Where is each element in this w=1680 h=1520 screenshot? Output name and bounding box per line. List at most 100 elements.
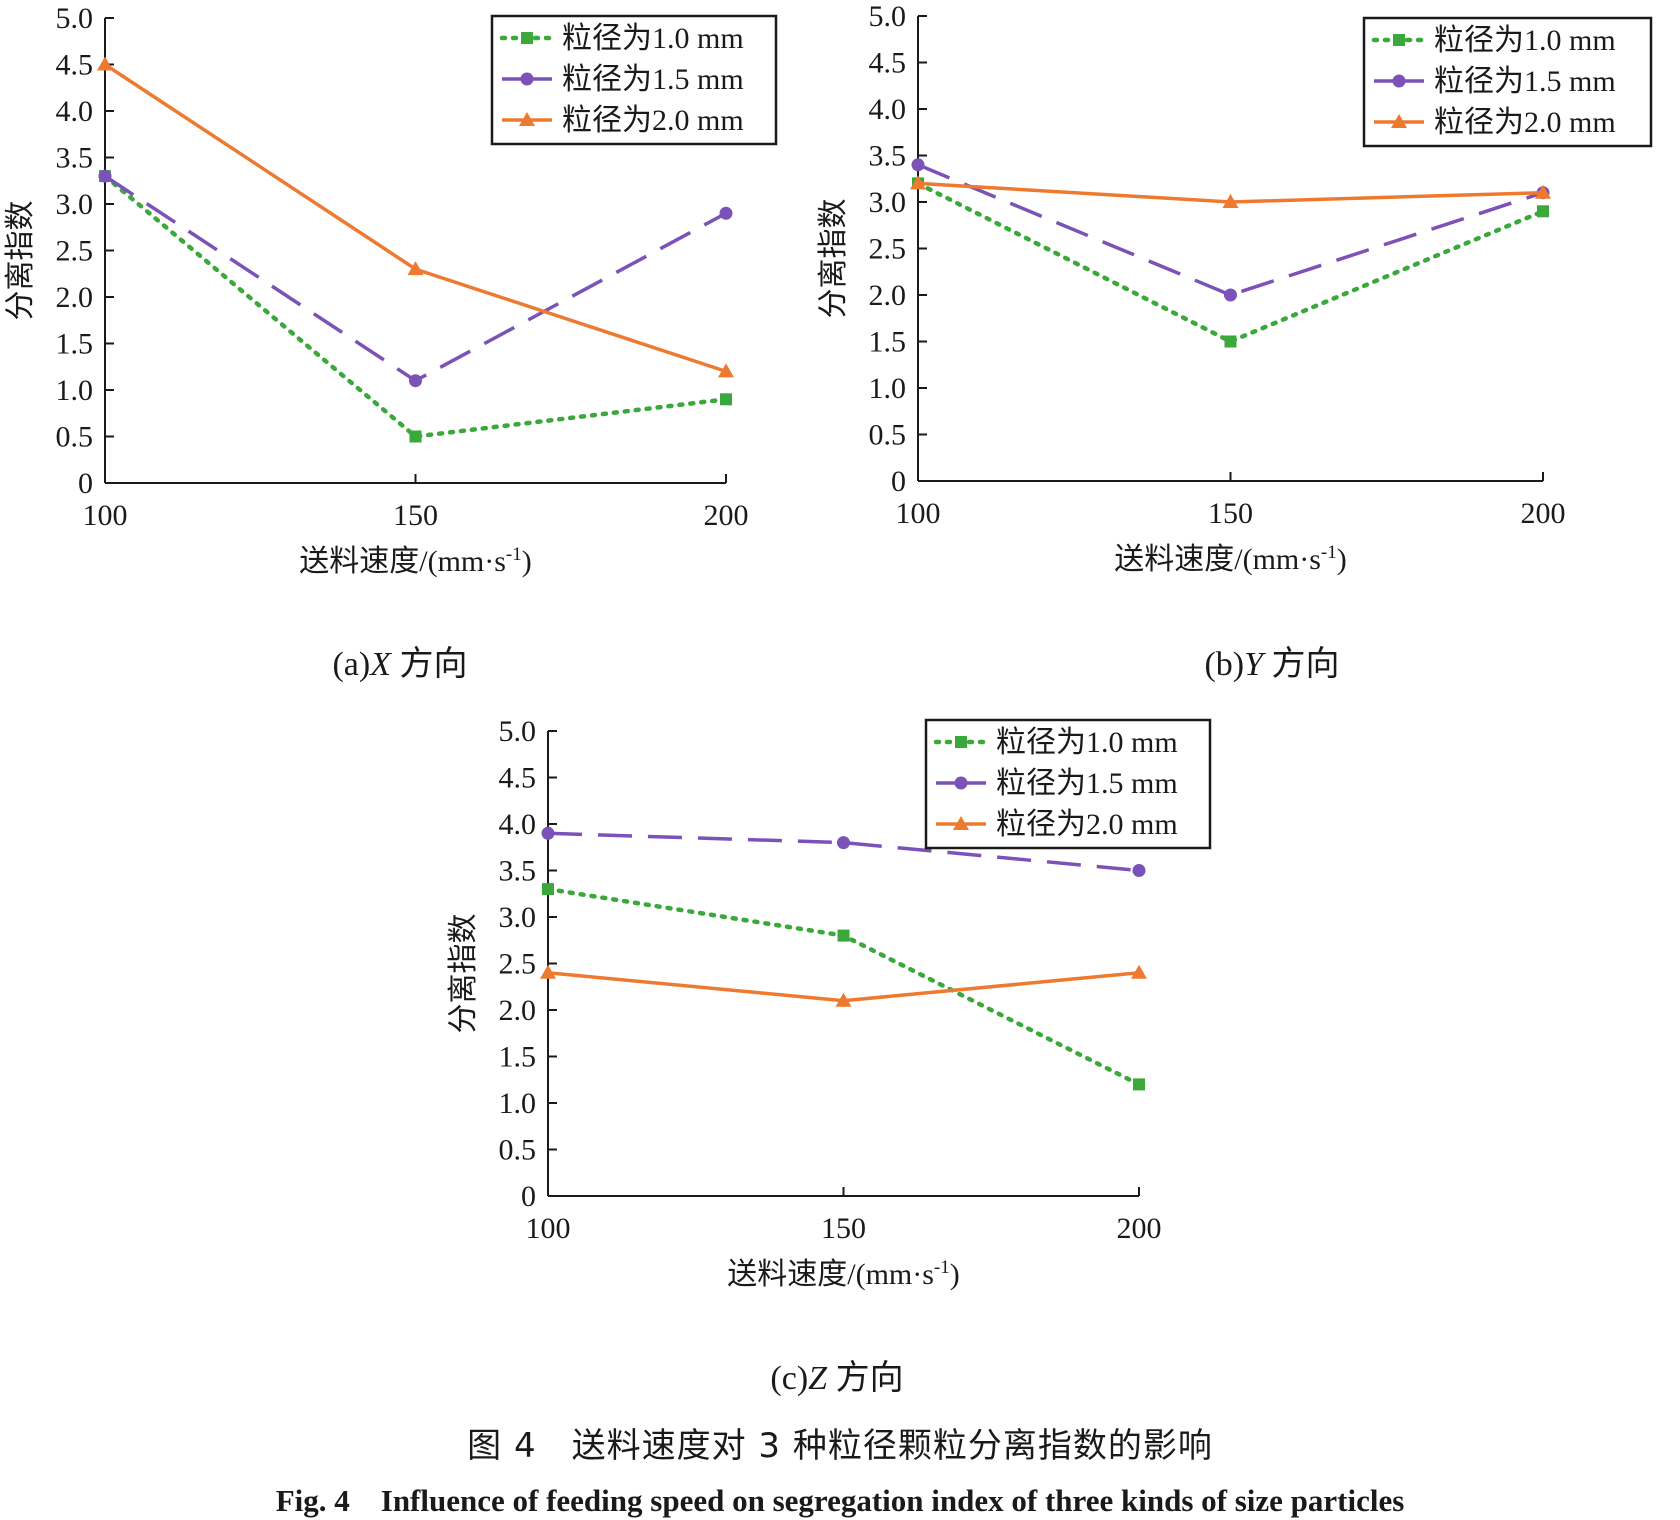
chart-c-series-3-point — [1131, 964, 1147, 979]
chart-a-series-2-point — [719, 206, 733, 220]
chart-a-y-tick-label: 1.5 — [56, 328, 94, 361]
chart-b-legend-label-3: 粒径为2.0 mm — [1434, 106, 1616, 139]
chart-b-y-tick-label: 4.5 — [869, 47, 907, 80]
chart-c-series-2 — [541, 826, 1146, 877]
chart-c-legend: 粒径为1.0 mm 粒径为1.5 mm 粒径为2.0 mm — [924, 718, 1212, 850]
chart-a-legend-marker-2 — [520, 72, 534, 86]
chart-b-y-tick-label: 3.0 — [869, 186, 907, 219]
chart-a-caption-dir: X — [370, 646, 392, 683]
chart-c-x-tick-label: 100 — [526, 1212, 571, 1245]
chart-panel-b: 0 0.5 1.0 1.5 2.0 2.5 3.0 3.5 4.0 4.5 5.0 100 150 200… — [817, 0, 1680, 620]
chart-a-legend-marker-1 — [521, 32, 533, 44]
chart-a-series-3-point — [407, 261, 424, 276]
chart-c-caption: (c)Z 方向 — [737, 1350, 937, 1399]
chart-c-series-3-point — [835, 992, 852, 1007]
chart-c-legend-marker-1 — [955, 736, 967, 748]
chart-b-y-tick-label: 5.0 — [869, 0, 907, 33]
chart-a-y-axis-title: 分离指数 — [4, 201, 37, 321]
chart-b-x-tick-label: 150 — [1208, 497, 1253, 530]
chart-a-x-tick-label: 150 — [393, 499, 438, 532]
chart-a-series-1 — [99, 170, 732, 443]
chart-b-series-2-point — [1224, 288, 1237, 302]
figure-caption-en: Fig. 4 Influence of feeding speed on seg… — [275, 1483, 1405, 1518]
chart-b-caption-dir: Y — [1244, 646, 1264, 683]
chart-b-y-tick-label: 2.5 — [869, 233, 907, 266]
chart-b-x-tick-label: 200 — [1521, 497, 1566, 530]
chart-a-legend-label-2: 粒径为1.5 mm — [562, 63, 744, 96]
chart-b-series-2-line — [917, 163, 1544, 297]
chart-b-x-tick-label: 100 — [896, 497, 941, 530]
chart-c-svg: 0 0.5 1.0 1.5 2.0 2.5 3.0 3.5 4.0 4.5 5.0 100 150 200… — [447, 715, 1212, 1291]
chart-b-legend: 粒径为1.0 mm 粒径为1.5 mm 粒径为2.0 mm — [1362, 16, 1653, 148]
chart-a-y-tick-label: 3.0 — [56, 188, 94, 221]
chart-c-y-tick-label: 2.5 — [499, 948, 537, 981]
chart-c-series-2-point — [541, 826, 555, 840]
chart-panel-c: 0 0.5 1.0 1.5 2.0 2.5 3.0 3.5 4.0 4.5 5.0 100 150 200… — [430, 712, 1250, 1332]
chart-a-series-3-point — [718, 363, 734, 378]
chart-b-legend-label-1: 粒径为1.0 mm — [1434, 24, 1616, 57]
chart-c-series-1-point — [1133, 1078, 1145, 1091]
chart-c-series-1-line — [545, 886, 1142, 1087]
chart-b-caption: (b)Y 方向 — [1172, 636, 1372, 685]
chart-a-y-tick-label: 4.0 — [56, 95, 94, 128]
chart-c-caption-dir: Z — [808, 1360, 828, 1397]
chart-a-series-2-point — [409, 374, 422, 388]
chart-a-legend-marker-3 — [519, 112, 535, 126]
chart-b-caption-suffix: 方向 — [1263, 646, 1340, 683]
chart-b-x-axis-title: 送料速度/(mm·s-1) — [1114, 542, 1347, 576]
chart-a-series-2 — [98, 169, 733, 388]
chart-b-y-tick-label: 0 — [891, 465, 906, 498]
chart-a-series-3 — [97, 56, 734, 378]
chart-b-svg: 0 0.5 1.0 1.5 2.0 2.5 3.0 3.5 4.0 4.5 5.0 100 150 200… — [817, 0, 1653, 576]
chart-c-series-1-point — [837, 929, 850, 942]
chart-b-y-tick-label: 4.0 — [869, 93, 907, 126]
chart-a-y-tick-label: 3.5 — [56, 142, 94, 175]
chart-a-legend-label-3: 粒径为2.0 mm — [562, 104, 744, 137]
chart-a-series-2-point — [98, 169, 112, 183]
chart-c-legend-label-1: 粒径为1.0 mm — [996, 726, 1178, 759]
chart-c-y-tick-label: 4.5 — [499, 762, 537, 795]
chart-a-caption: (a)X 方向 — [300, 636, 500, 685]
chart-c-x-axis-title: 送料速度/(mm·s-1) — [727, 1257, 960, 1291]
chart-a-series-1-point — [409, 430, 422, 443]
chart-panel-a: 0 0.5 1.0 1.5 2.0 2.5 3.0 3.5 4.0 4.5 5.0 100 150 200… — [0, 0, 800, 620]
chart-b-y-axis-title: 分离指数 — [817, 199, 850, 319]
chart-c-y-axis-title: 分离指数 — [447, 914, 480, 1034]
chart-b-y-tick-label: 2.0 — [869, 279, 907, 312]
chart-b-caption-prefix: (b) — [1204, 646, 1245, 683]
chart-a-x-tick-label: 200 — [704, 499, 749, 532]
chart-b-legend-marker-3 — [1391, 114, 1407, 128]
chart-c-legend-marker-3 — [953, 816, 969, 830]
chart-c-caption-prefix: (c) — [770, 1360, 809, 1397]
chart-a-series-1-line — [102, 173, 729, 439]
chart-a-series-3-point — [97, 56, 113, 71]
chart-a-y-tick-label: 0.5 — [56, 421, 94, 454]
chart-a-y-tick-label: 4.5 — [56, 49, 94, 82]
chart-c-legend-marker-2 — [954, 776, 968, 790]
chart-a-y-tick-label: 0 — [78, 467, 93, 500]
chart-c-series-1-point — [542, 883, 554, 896]
chart-c-y-tick-label: 2.0 — [499, 994, 537, 1027]
chart-b-y-tick-label: 1.0 — [869, 372, 907, 405]
chart-b-series-3-point — [910, 175, 926, 190]
chart-c-y-tick-label: 1.5 — [499, 1041, 537, 1074]
chart-c-series-2-point — [1132, 864, 1146, 877]
chart-c-series-3 — [540, 964, 1147, 1007]
chart-c-y-tick-label: 1.0 — [499, 1087, 537, 1120]
chart-a-series-2-line — [104, 174, 727, 383]
chart-a-svg: 0 0.5 1.0 1.5 2.0 2.5 3.0 3.5 4.0 4.5 5.0 100 150 200… — [4, 2, 778, 578]
chart-a-y-tick-label: 2.5 — [56, 235, 94, 268]
chart-a-caption-prefix: (a) — [332, 646, 371, 683]
chart-c-y-tick-label: 5.0 — [499, 715, 537, 748]
chart-b-y-tick-label: 1.5 — [869, 326, 907, 359]
figure-caption-cn: 图 4 送料速度对 3 种粒径颗粒分离指数的影响 — [467, 1426, 1213, 1466]
chart-c-series-2-point — [837, 836, 850, 850]
chart-c-legend-label-2: 粒径为1.5 mm — [996, 767, 1178, 800]
chart-c-y-tick-label: 4.0 — [499, 808, 537, 841]
chart-a-legend-label-1: 粒径为1.0 mm — [562, 22, 744, 55]
chart-a-y-tick-label: 5.0 — [56, 2, 94, 35]
chart-c-series-3-point — [540, 964, 556, 979]
chart-a-x-axis-title: 送料速度/(mm·s-1) — [299, 544, 532, 578]
chart-c-x-tick-label: 150 — [821, 1212, 866, 1245]
chart-c-y-tick-label: 0.5 — [499, 1134, 537, 1167]
